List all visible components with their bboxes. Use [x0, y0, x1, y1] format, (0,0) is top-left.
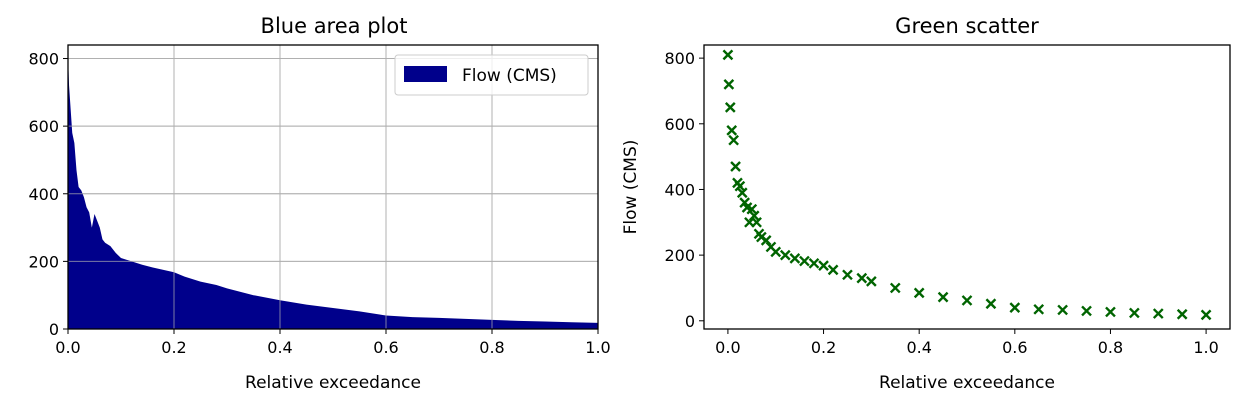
scatter-point [724, 102, 736, 113]
legend-box [394, 54, 589, 96]
chart2-ticks: 0.0 0.2 0.4 0.6 0.8 1.0 0 200 400 600 800 [664, 49, 1218, 357]
y-tick-label: 800 [28, 50, 59, 69]
x-tick-label: 1.0 [1193, 338, 1218, 357]
scatter-point [985, 298, 997, 310]
y-tick-label: 600 [28, 117, 59, 136]
scatter-point [736, 187, 748, 199]
chart2-points [722, 49, 1212, 321]
scatter-point [1081, 305, 1092, 317]
chart2-frame [703, 44, 1231, 330]
y-tick-label: 0 [49, 320, 59, 339]
scatter-point [866, 276, 877, 287]
chart1-area [68, 55, 598, 330]
scatter-point [1152, 308, 1164, 319]
scatter-point [1033, 303, 1045, 315]
y-tick-label: 600 [664, 115, 695, 134]
chart1-legend: Flow (CMS) [394, 54, 589, 96]
scatter-point [723, 79, 735, 90]
chart1-xlabel: Relative exceedance [245, 373, 421, 393]
legend-label: Flow (CMS) [462, 66, 557, 86]
x-tick-label: 0.8 [1098, 338, 1123, 357]
scatter-point [722, 49, 734, 61]
x-tick-label: 1.0 [585, 338, 610, 357]
x-tick-label: 0.6 [373, 338, 398, 357]
x-tick-label: 0.0 [55, 338, 80, 357]
y-tick-label: 400 [28, 185, 59, 204]
scatter-chart: Green scatter 0.0 0.2 0.4 0.6 0.8 1.0 0 200 400 6… [621, 14, 1231, 393]
scatter-point [1200, 309, 1212, 321]
scatter-point [1129, 307, 1140, 319]
legend-swatch [404, 66, 447, 82]
scatter-point [937, 291, 949, 303]
y-tick-label: 200 [664, 246, 695, 265]
chart1-ticks: 0.0 0.2 0.4 0.6 0.8 1.0 0 200 400 600 800 [28, 50, 610, 357]
scatter-point [770, 246, 782, 258]
x-tick-label: 0.8 [479, 338, 504, 357]
scatter-point [726, 125, 738, 136]
scatter-point [1009, 302, 1021, 314]
scatter-point [748, 210, 760, 222]
y-tick-label: 800 [664, 49, 695, 68]
y-tick-label: 200 [28, 252, 59, 271]
scatter-point [760, 235, 772, 246]
scatter-point [751, 216, 762, 228]
y-tick-label: 0 [685, 312, 695, 331]
x-tick-label: 0.4 [267, 338, 292, 357]
scatter-point [1105, 306, 1116, 318]
scatter-point [746, 203, 758, 215]
scatter-point [842, 269, 853, 281]
scatter-point [1176, 308, 1188, 320]
scatter-point [779, 249, 791, 261]
scatter-point [818, 260, 829, 271]
chart2-xlabel: Relative exceedance [879, 373, 1055, 393]
x-tick-label: 0.0 [715, 338, 740, 357]
scatter-point [1057, 304, 1068, 316]
scatter-point [734, 180, 746, 192]
chart1-title: Blue area plot [261, 14, 408, 38]
area-chart: Blue area plot 0.0 0.2 0.4 0.6 0.8 1.0 0 200 400… [28, 14, 610, 393]
scatter-point [856, 272, 868, 284]
scatter-point [889, 282, 901, 294]
chart2-ylabel: Flow (CMS) [621, 140, 641, 235]
chart1-frame [67, 44, 599, 330]
chart2-title: Green scatter [895, 14, 1039, 38]
scatter-point [728, 134, 739, 146]
x-tick-label: 0.2 [161, 338, 186, 357]
y-tick-label: 400 [664, 180, 695, 199]
scatter-point [730, 161, 741, 172]
scatter-point [799, 255, 810, 267]
scatter-point [827, 264, 839, 276]
scatter-point [913, 287, 925, 299]
x-tick-label: 0.4 [906, 338, 931, 357]
scatter-point [961, 295, 973, 306]
x-tick-label: 0.2 [811, 338, 836, 357]
scatter-point [808, 257, 820, 269]
x-tick-label: 0.6 [1002, 338, 1027, 357]
scatter-point [789, 253, 801, 264]
